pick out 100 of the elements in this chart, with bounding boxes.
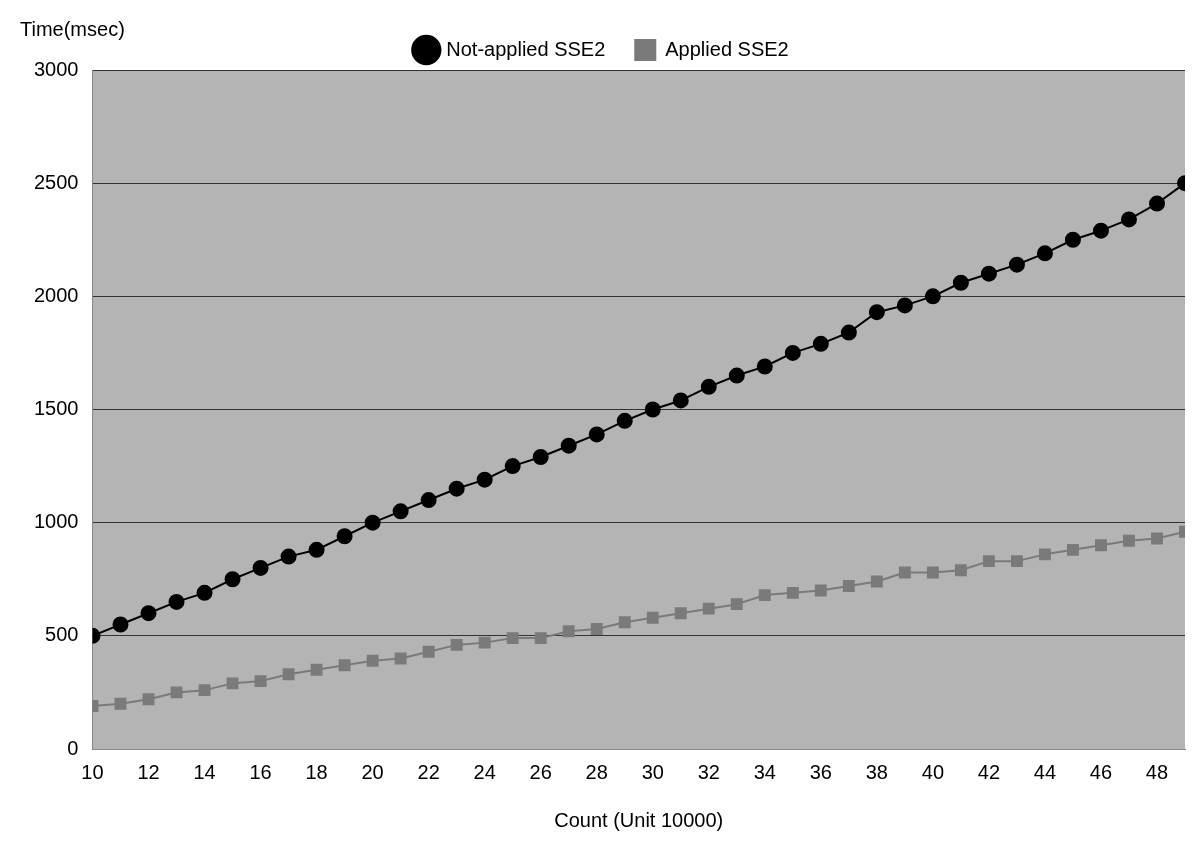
point bbox=[672, 392, 689, 409]
point bbox=[560, 437, 577, 454]
point bbox=[898, 566, 911, 579]
x-tick-label: 20 bbox=[361, 760, 384, 783]
point bbox=[674, 607, 687, 620]
point bbox=[1010, 555, 1023, 568]
point bbox=[254, 675, 267, 688]
point bbox=[756, 358, 773, 375]
point bbox=[728, 367, 745, 384]
y-tick-label: 1000 bbox=[33, 510, 79, 533]
point bbox=[114, 697, 127, 710]
point bbox=[448, 480, 465, 497]
point bbox=[534, 632, 547, 645]
x-tick-label: 40 bbox=[921, 760, 945, 783]
point bbox=[170, 686, 183, 699]
point bbox=[1148, 195, 1165, 212]
point bbox=[142, 693, 155, 706]
x-tick-label: 32 bbox=[697, 760, 720, 783]
point bbox=[1151, 532, 1163, 545]
point bbox=[338, 659, 351, 672]
x-tick-label: 24 bbox=[473, 760, 496, 783]
point bbox=[896, 297, 913, 314]
x-tick-label: 14 bbox=[193, 760, 216, 783]
point bbox=[198, 684, 211, 697]
x-tick-label: 36 bbox=[809, 760, 832, 783]
point bbox=[252, 559, 269, 576]
point bbox=[1123, 534, 1135, 547]
point bbox=[336, 528, 353, 545]
point bbox=[140, 605, 157, 622]
point bbox=[420, 492, 437, 509]
point bbox=[532, 449, 549, 466]
x-tick-label: 18 bbox=[305, 760, 328, 783]
point bbox=[112, 616, 129, 633]
point bbox=[562, 625, 575, 638]
x-tick-label: 12 bbox=[137, 760, 160, 783]
point bbox=[1120, 211, 1137, 228]
x-tick-label: 48 bbox=[1145, 760, 1169, 783]
point bbox=[1038, 548, 1051, 561]
x-tick-label: 44 bbox=[1033, 760, 1057, 783]
point bbox=[366, 654, 379, 667]
point bbox=[1067, 543, 1079, 556]
point bbox=[506, 632, 519, 645]
y-axis-title: Time(msec) bbox=[20, 17, 125, 40]
x-tick-label: 30 bbox=[641, 760, 664, 783]
point bbox=[924, 288, 941, 305]
point bbox=[196, 584, 213, 601]
y-tick-label: 3000 bbox=[33, 57, 79, 80]
point bbox=[646, 611, 659, 624]
point bbox=[868, 304, 885, 321]
x-tick-label: 16 bbox=[249, 760, 272, 783]
point bbox=[814, 584, 827, 597]
point bbox=[282, 668, 295, 681]
point bbox=[422, 645, 435, 658]
point bbox=[644, 401, 661, 418]
point bbox=[168, 593, 185, 610]
point bbox=[590, 623, 603, 635]
point bbox=[982, 555, 995, 568]
point bbox=[784, 344, 801, 361]
point bbox=[758, 589, 771, 602]
point bbox=[226, 677, 239, 690]
point bbox=[812, 335, 829, 352]
point bbox=[616, 412, 633, 429]
point bbox=[392, 503, 409, 520]
point bbox=[588, 426, 605, 443]
point bbox=[952, 274, 969, 291]
point bbox=[450, 638, 463, 651]
point bbox=[1036, 245, 1053, 262]
point bbox=[870, 575, 883, 588]
point bbox=[476, 471, 493, 488]
point bbox=[618, 616, 631, 629]
legend-label: Not-applied SSE2 bbox=[446, 37, 606, 60]
point bbox=[1092, 222, 1109, 239]
point bbox=[504, 458, 521, 475]
y-tick-label: 0 bbox=[67, 736, 79, 759]
x-tick-label: 42 bbox=[977, 760, 1001, 783]
x-tick-label: 26 bbox=[529, 760, 552, 783]
y-tick-label: 500 bbox=[45, 623, 79, 646]
point bbox=[1095, 539, 1107, 552]
x-tick-label: 46 bbox=[1089, 760, 1113, 783]
point bbox=[478, 636, 491, 649]
x-tick-label: 22 bbox=[417, 760, 440, 783]
point bbox=[730, 598, 743, 611]
point bbox=[280, 548, 297, 565]
x-tick-label: 38 bbox=[865, 760, 888, 783]
point bbox=[700, 378, 717, 395]
point bbox=[786, 586, 799, 599]
x-tick-label: 34 bbox=[753, 760, 776, 783]
point bbox=[980, 265, 997, 282]
point bbox=[926, 566, 939, 579]
point bbox=[954, 564, 967, 577]
point bbox=[364, 514, 381, 531]
point bbox=[1064, 231, 1081, 248]
y-tick-label: 1500 bbox=[33, 397, 79, 420]
point bbox=[394, 652, 407, 665]
point bbox=[840, 324, 857, 341]
x-axis-title: Count (Unit 10000) bbox=[554, 808, 724, 831]
point bbox=[308, 541, 325, 558]
y-tick-label: 2000 bbox=[33, 283, 79, 306]
point bbox=[224, 571, 241, 588]
point bbox=[702, 602, 715, 615]
